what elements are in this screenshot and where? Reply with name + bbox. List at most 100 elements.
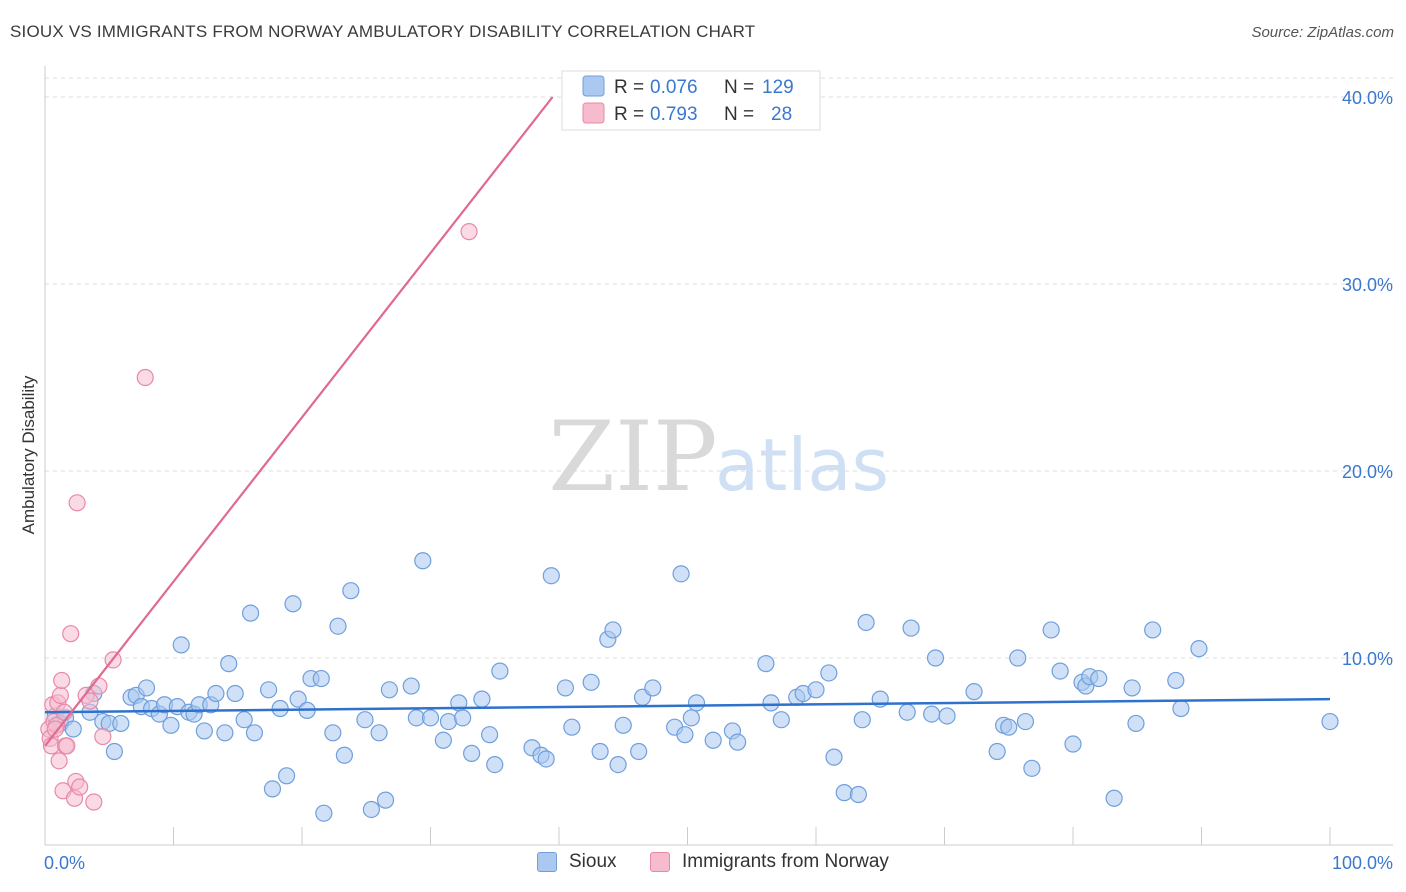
y-tick-label: 30.0%: [1342, 275, 1393, 295]
legend-swatch-norway: [582, 102, 605, 124]
sioux-point: [537, 750, 555, 768]
watermark-zip: ZIP: [548, 401, 717, 513]
sioux-point: [1144, 621, 1162, 639]
sioux-point: [772, 711, 790, 729]
sioux-point: [556, 679, 575, 697]
sioux-point: [277, 767, 296, 785]
sioux-point: [853, 711, 871, 729]
sioux-point: [64, 720, 82, 738]
sioux-point: [563, 718, 581, 736]
sioux-point: [762, 694, 780, 712]
y-tick-labels: 10.0% 20.0% 30.0% 40.0%: [1342, 88, 1393, 669]
sioux-point: [835, 784, 853, 802]
legend-n-value-norway: 28: [771, 104, 792, 125]
legend-item-sioux[interactable]: Sioux: [537, 851, 617, 873]
sioux-point: [112, 714, 130, 733]
sioux-point: [356, 711, 374, 729]
sioux-point: [172, 636, 190, 654]
norway-point: [94, 727, 112, 746]
stats-legend: R = 0.076 N = 129 R = 0.793 N = 28: [561, 70, 821, 131]
legend-r-value-norway: 0.793: [650, 104, 698, 125]
sioux-point: [1127, 714, 1145, 733]
chart-title: SIOUX VS IMMIGRANTS FROM NORWAY AMBULATO…: [10, 22, 756, 41]
legend-swatch: [537, 852, 557, 872]
sioux-point: [421, 709, 440, 727]
sioux-point: [105, 742, 123, 761]
trend-layer: [44, 96, 1331, 747]
norway-point: [46, 720, 64, 738]
sioux-point: [849, 785, 868, 804]
sioux-point: [682, 709, 700, 727]
sioux-point: [271, 699, 289, 718]
norway-point: [81, 692, 99, 710]
sioux-point: [481, 726, 499, 744]
sioux-point: [284, 595, 302, 613]
sioux-point: [362, 800, 380, 819]
y-tick-label: 20.0%: [1342, 462, 1393, 482]
sioux-point: [463, 744, 481, 762]
norway-point: [50, 752, 68, 770]
sioux-point: [825, 748, 843, 766]
sioux-point: [376, 791, 395, 809]
sioux-point: [1105, 789, 1123, 807]
sioux-point: [434, 731, 452, 749]
sioux-point: [676, 726, 694, 744]
sioux-point: [1123, 679, 1141, 697]
sioux-point: [1051, 662, 1069, 680]
watermark: ZIP atlas: [548, 401, 889, 513]
sioux-point: [923, 705, 941, 723]
norway-point: [51, 686, 70, 705]
x-tick-label-min: 0.0%: [44, 853, 85, 873]
sioux-point: [289, 690, 307, 708]
sioux-point: [242, 604, 260, 622]
sioux-point: [672, 565, 690, 583]
sioux-point: [195, 722, 213, 740]
legend-r-label-sioux: R =: [614, 77, 644, 98]
sioux-point: [335, 746, 354, 764]
sioux-point: [1167, 671, 1185, 690]
norway-trend-line: [44, 96, 554, 747]
x-tick-label-max: 100.0%: [1332, 853, 1393, 873]
sioux-point: [704, 731, 722, 749]
sioux-points: [46, 552, 1339, 822]
sioux-point: [614, 716, 632, 734]
sioux-point: [491, 662, 509, 680]
norway-point: [71, 778, 89, 796]
sioux-trend-line: [44, 697, 1331, 714]
sioux-point: [820, 664, 838, 682]
sioux-point: [226, 684, 244, 703]
sioux-point: [402, 677, 420, 695]
norway-point: [62, 625, 80, 643]
sioux-point: [1016, 712, 1035, 731]
norway-point: [58, 737, 76, 755]
sioux-point: [473, 690, 491, 708]
sioux-point: [137, 679, 156, 697]
sioux-point: [370, 724, 388, 742]
sioux-point: [414, 552, 432, 570]
legend-item-norway[interactable]: Immigrants from Norway: [650, 851, 889, 873]
sioux-point: [902, 619, 920, 637]
sioux-point: [729, 733, 747, 751]
sioux-point: [609, 755, 627, 774]
legend-label-sioux: Sioux: [569, 851, 617, 872]
sioux-point: [807, 681, 825, 699]
legend-r-label-norway: R =: [614, 104, 644, 125]
sioux-point: [1009, 649, 1027, 667]
sioux-point: [757, 655, 775, 673]
sioux-point: [604, 621, 622, 639]
sioux-point: [1090, 669, 1108, 688]
sioux-point: [235, 711, 253, 729]
sioux-point: [1190, 640, 1208, 658]
norway-point: [460, 223, 478, 241]
sioux-point: [486, 755, 504, 774]
sioux-point: [315, 804, 333, 822]
sioux-point: [263, 780, 282, 798]
sioux-point: [857, 613, 875, 632]
sioux-point: [216, 724, 234, 742]
svg-text:R = 0.076 N =: R = 0.076 N = 129: [614, 77, 794, 98]
y-axis-label: Ambulatory Disability: [19, 375, 38, 534]
norway-point: [90, 677, 108, 695]
sioux-point: [342, 582, 360, 600]
legend-swatch: [650, 852, 670, 872]
